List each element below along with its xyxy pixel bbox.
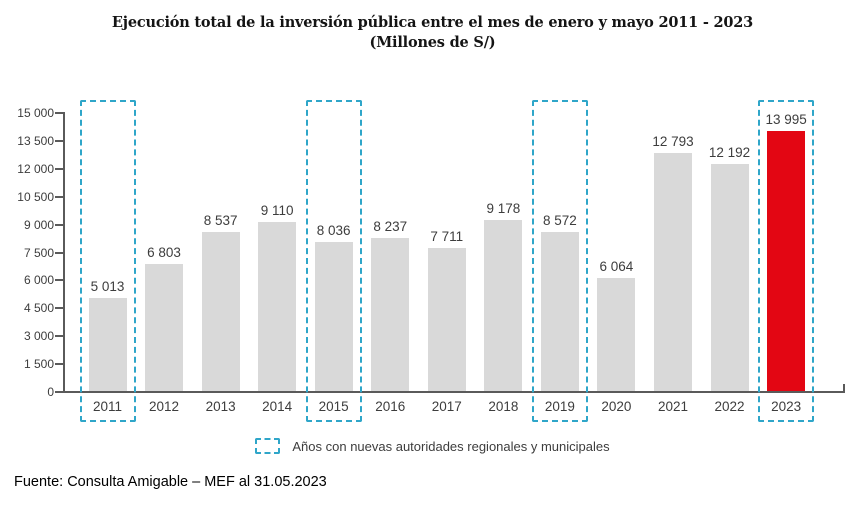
value-label-2015: 8 036: [316, 223, 351, 238]
x-axis-label-2022: 2022: [714, 399, 745, 414]
y-axis-tick-label: 15 000: [17, 106, 54, 120]
y-axis-tick: [55, 223, 63, 226]
value-label-2013: 8 537: [203, 213, 238, 228]
y-axis-tick: [55, 279, 63, 282]
x-axis-label-2015: 2015: [318, 399, 349, 414]
chart-title: Ejecución total de la inversión pública …: [0, 13, 865, 54]
bar-2017: [427, 248, 466, 391]
y-axis-tick-label: 9 000: [23, 217, 54, 232]
x-axis-label-2020: 2020: [601, 399, 632, 414]
new-authorities-box-2023: [758, 100, 815, 422]
y-axis-tick: [55, 391, 63, 393]
y-axis-tick: [55, 112, 63, 114]
bar-2018: [484, 220, 523, 391]
x-axis-label-2014: 2014: [262, 399, 293, 414]
value-label-2023: 13 995: [765, 112, 807, 127]
legend-label: Años con nuevas autoridades regionales y…: [292, 438, 610, 454]
y-axis-tick: [55, 307, 63, 310]
x-axis-label-2013: 2013: [205, 399, 236, 414]
value-label-2012: 6 803: [147, 245, 181, 260]
y-axis-tick: [55, 363, 63, 366]
value-label-2017: 7 711: [430, 229, 464, 244]
value-label-2022: 12 192: [708, 145, 751, 160]
y-axis-tick-label: 10 500: [17, 189, 54, 204]
y-axis-tick-label: 13 500: [17, 133, 54, 148]
new-authorities-box-2015: [305, 100, 362, 422]
y-axis-tick-label: 4 500: [23, 301, 54, 316]
bar-2016: [371, 238, 410, 391]
dashed-box-icon: [255, 438, 281, 454]
x-axis-label-2018: 2018: [488, 399, 519, 414]
y-axis-tick-label: 0: [47, 385, 54, 399]
x-axis-label-2023: 2023: [771, 399, 802, 414]
chart-title-line1: Ejecución total de la inversión pública …: [111, 14, 754, 31]
y-axis-tick-label: 1 500: [23, 357, 54, 372]
value-label-2020: 6 064: [599, 259, 634, 274]
y-axis-tick-label: 12 000: [17, 161, 54, 176]
chart-title-line2: (Millones de S/): [369, 34, 496, 52]
bar-2020: [597, 278, 636, 391]
bar-2023: [767, 131, 806, 391]
y-axis-tick: [55, 251, 63, 254]
y-axis-tick-label: 6 000: [23, 273, 54, 288]
x-axis-line: [63, 391, 845, 393]
x-axis-label-2019: 2019: [544, 399, 575, 414]
x-axis-label-2021: 2021: [657, 399, 689, 414]
value-label-2019: 8 572: [542, 213, 577, 228]
y-axis-tick: [55, 167, 63, 170]
value-label-2011: 5 013: [90, 279, 125, 294]
value-label-2021: 12 793: [652, 134, 694, 149]
value-label-2018: 9 178: [486, 201, 521, 216]
bar-2021: [654, 153, 692, 391]
new-authorities-box-2011: [79, 100, 136, 422]
y-axis-tick-label: 3 000: [23, 329, 54, 344]
x-axis-label-2011: 2011: [92, 399, 123, 414]
bar-2019: [540, 232, 579, 391]
y-axis-tick: [55, 335, 63, 338]
bar-2014: [258, 222, 297, 391]
bar-2013: [201, 232, 240, 391]
bar-2015: [314, 242, 353, 391]
value-label-2016: 8 237: [373, 219, 408, 234]
bar-2011: [88, 298, 127, 391]
x-axis-end-tick: [843, 384, 845, 392]
y-axis-tick-label: 7 500: [23, 245, 54, 260]
bar-2012: [145, 264, 184, 391]
x-axis-label-2016: 2016: [375, 399, 406, 414]
value-label-2014: 9 110: [260, 203, 294, 218]
x-axis-label-2012: 2012: [149, 399, 180, 414]
legend: Años con nuevas autoridades regionales y…: [0, 438, 865, 454]
y-axis-line: [63, 112, 65, 393]
new-authorities-box-2019: [531, 100, 588, 422]
bar-2022: [710, 164, 749, 391]
y-axis-tick: [55, 139, 63, 142]
source-note: Fuente: Consulta Amigable – MEF al 31.05…: [14, 474, 327, 490]
x-axis-label-2017: 2017: [431, 399, 462, 414]
y-axis-tick: [55, 195, 63, 198]
